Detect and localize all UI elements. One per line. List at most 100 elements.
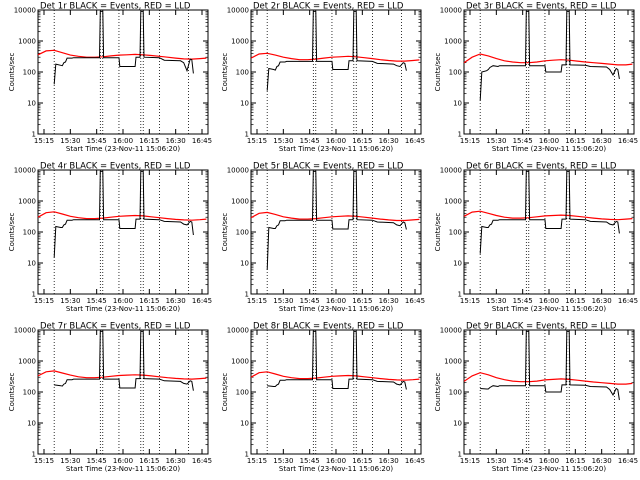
lld-series-line — [250, 52, 420, 62]
y-axis-label: Counts/sec — [221, 213, 229, 252]
x-tick-label: 16:00 — [539, 137, 559, 145]
lld-series-line — [37, 211, 207, 221]
y-tick-label: 100 — [236, 389, 249, 397]
y-tick-label: 10000 — [440, 167, 462, 175]
y-axis-label: Counts/sec — [434, 213, 442, 252]
detector-panel-4: Det 4r BLACK = Events, RED = LLD 1 10 100 10… — [8, 162, 212, 314]
x-tick-label: 16:00 — [539, 297, 559, 305]
plot-frame — [37, 329, 209, 455]
y-tick-label: 10 — [240, 420, 249, 428]
x-tick-label: 16:45 — [618, 457, 638, 465]
y-tick-label: 10 — [240, 260, 249, 268]
plot-frame — [250, 9, 422, 135]
x-tick-label: 16:15 — [139, 137, 159, 145]
x-tick-label: 16:30 — [592, 457, 612, 465]
y-tick-label: 10 — [27, 260, 36, 268]
y-tick-label: 10000 — [14, 327, 36, 335]
x-axis-label: Start Time (23-Nov-11 15:06:20) — [66, 145, 180, 153]
x-tick-label: 16:45 — [618, 297, 638, 305]
y-tick-label: 1000 — [18, 38, 36, 46]
x-tick-label: 15:45 — [513, 297, 533, 305]
x-tick-label: 15:45 — [513, 137, 533, 145]
x-tick-label: 16:30 — [592, 137, 612, 145]
y-tick-label: 1000 — [444, 198, 462, 206]
x-axis-label: Start Time (23-Nov-11 15:06:20) — [492, 305, 606, 313]
detector-panel-7: Det 7r BLACK = Events, RED = LLD 1 10 100 10… — [8, 322, 212, 474]
x-tick-label: 16:30 — [379, 137, 399, 145]
events-series-line — [267, 330, 407, 390]
events-series-line — [266, 10, 407, 91]
panel-title: Det 4r BLACK = Events, RED = LLD — [40, 162, 191, 172]
x-tick-label: 15:45 — [87, 297, 107, 305]
x-tick-label: 16:00 — [326, 457, 346, 465]
detector-panel-3: Det 3r BLACK = Events, RED = LLD 1 10 100 10… — [434, 2, 638, 154]
events-series-line — [53, 10, 194, 85]
y-tick-label: 10000 — [14, 167, 36, 175]
y-tick-label: 1 — [245, 291, 249, 299]
y-tick-label: 1000 — [231, 198, 249, 206]
x-tick-label: 16:45 — [405, 457, 425, 465]
detector-panel-5: Det 5r BLACK = Events, RED = LLD 1 10 100 10… — [221, 162, 425, 314]
y-tick-label: 100 — [23, 389, 36, 397]
plot-frame — [250, 169, 422, 295]
y-tick-label: 100 — [236, 229, 249, 237]
y-tick-label: 10 — [27, 420, 36, 428]
detector-panel-9: Det 9r BLACK = Events, RED = LLD 1 10 100 10… — [434, 322, 638, 474]
y-axis-label: Counts/sec — [8, 53, 16, 92]
x-tick-label: 15:15 — [34, 297, 54, 305]
lld-series-line — [250, 211, 420, 222]
x-tick-label: 16:15 — [565, 297, 585, 305]
detector-panel-6: Det 6r BLACK = Events, RED = LLD 1 10 100 10… — [434, 162, 638, 314]
x-tick-label: 15:15 — [247, 297, 267, 305]
y-tick-label: 1000 — [18, 198, 36, 206]
x-tick-label: 16:15 — [565, 137, 585, 145]
x-tick-label: 15:15 — [460, 457, 480, 465]
x-tick-label: 15:15 — [247, 137, 267, 145]
panel-title: Det 1r BLACK = Events, RED = LLD — [40, 2, 191, 12]
x-tick-label: 15:15 — [34, 137, 54, 145]
x-axis-label: Start Time (23-Nov-11 15:06:20) — [492, 465, 606, 473]
x-tick-label: 16:00 — [113, 457, 133, 465]
x-axis-label: Start Time (23-Nov-11 15:06:20) — [279, 465, 393, 473]
lld-series-line — [463, 53, 633, 66]
x-tick-label: 15:30 — [486, 297, 506, 305]
x-axis-label: Start Time (23-Nov-11 15:06:20) — [279, 145, 393, 153]
y-tick-label: 100 — [23, 229, 36, 237]
x-tick-label: 16:15 — [139, 457, 159, 465]
x-tick-label: 15:45 — [300, 297, 320, 305]
y-axis-label: Counts/sec — [8, 213, 16, 252]
y-tick-label: 1000 — [444, 358, 462, 366]
plot-frame — [37, 169, 209, 295]
lld-series-line — [37, 49, 207, 60]
x-tick-label: 15:15 — [460, 137, 480, 145]
panel-title: Det 9r BLACK = Events, RED = LLD — [466, 322, 617, 332]
x-tick-label: 15:15 — [34, 457, 54, 465]
y-tick-label: 1 — [458, 451, 462, 459]
x-tick-label: 15:30 — [273, 137, 293, 145]
y-tick-label: 10000 — [227, 167, 249, 175]
x-tick-label: 16:00 — [326, 137, 346, 145]
y-tick-label: 1 — [245, 131, 249, 139]
y-tick-label: 10 — [453, 420, 462, 428]
x-tick-label: 15:30 — [486, 137, 506, 145]
x-tick-label: 15:15 — [460, 297, 480, 305]
plot-frame — [37, 9, 209, 135]
x-axis-label: Start Time (23-Nov-11 15:06:20) — [66, 305, 180, 313]
y-tick-label: 100 — [23, 69, 36, 77]
y-axis-label: Counts/sec — [221, 373, 229, 412]
plot-frame — [463, 169, 635, 295]
x-tick-label: 16:30 — [379, 457, 399, 465]
x-tick-label: 15:15 — [247, 457, 267, 465]
x-tick-label: 16:00 — [539, 457, 559, 465]
detector-panel-2: Det 2r BLACK = Events, RED = LLD 1 10 100 10… — [221, 2, 425, 154]
events-series-line — [53, 170, 194, 258]
y-tick-label: 10000 — [440, 327, 462, 335]
x-axis-label: Start Time (23-Nov-11 15:06:20) — [66, 465, 180, 473]
x-tick-label: 16:15 — [352, 137, 372, 145]
y-tick-label: 100 — [236, 69, 249, 77]
panel-title: Det 2r BLACK = Events, RED = LLD — [253, 2, 404, 12]
x-tick-label: 16:45 — [618, 137, 638, 145]
panel-title: Det 7r BLACK = Events, RED = LLD — [40, 322, 191, 332]
y-tick-label: 10 — [240, 100, 249, 108]
x-tick-label: 15:45 — [87, 137, 107, 145]
